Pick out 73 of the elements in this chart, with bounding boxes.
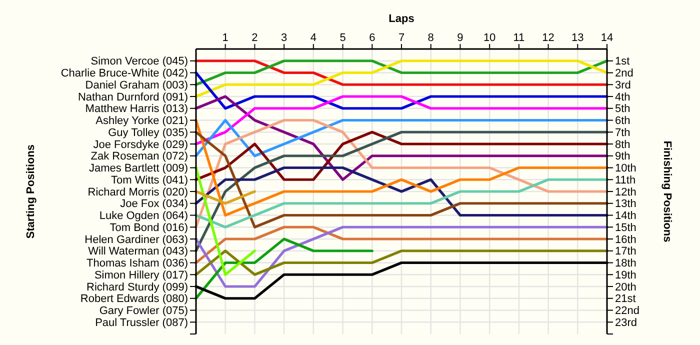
line-series [194,95,608,146]
category-label: Joe Forsdyke (029) [93,138,188,151]
y2-tick-label: 22nd [615,305,640,318]
x-tick-label: 8 [428,32,434,44]
category-label: Ashley Yorke (021) [96,115,188,128]
category-label: Luke Ogden (064) [99,210,188,222]
category-label: Will Waterman (043) [88,246,188,258]
x-tick-label: 3 [281,32,288,44]
y2-tick-label: 10th [615,162,636,175]
x-tick-label: 6 [369,32,376,44]
y2-tick-label: 15th [615,222,636,234]
category-label: Tom Bond (016) [110,222,188,234]
y2-tick-label: 17th [615,246,636,258]
category-label: Simon Hillery (017) [94,269,188,282]
y2-tick-label: 16th [615,234,636,246]
category-label: Guy Tolley (035) [108,126,188,139]
line-series [194,95,608,181]
category-label: Paul Trussler (087) [95,316,188,329]
y2-tick-label: 20th [615,281,636,294]
y2-tick-label: 7th [615,126,630,139]
y2-tick-label: 3rd [615,79,631,92]
y2-axis-title: Finishing Positions [661,140,673,242]
y2-tick-label: 13th [615,198,636,210]
category-label: Zak Roseman (072) [90,150,188,163]
category-label: Gary Fowler (075) [99,305,188,318]
y2-tick-label: 23rd [615,316,638,329]
y2-tick-label: 18th [615,258,636,270]
y2-tick-label: 14th [615,210,636,222]
x-tick-label: 12 [542,32,554,44]
line-series [194,178,608,228]
x-tick-label: 2 [252,32,258,44]
category-label: James Bartlett (009) [88,162,188,175]
y2-tick-label: 8th [615,138,630,151]
y2-tick-label: 1st [615,56,630,68]
category-label: Robert Edwards (080) [80,293,188,306]
line-series [194,166,608,217]
x-tick-label: 11 [513,32,525,44]
x-tick-label: 10 [483,32,496,44]
y2-tick-label: 6th [615,115,630,128]
category-label: Tom Witts (041) [110,174,188,186]
y2-tick-label: 5th [615,103,630,116]
line-series [194,118,608,158]
x-tick-label: 7 [398,32,405,44]
y2-tick-label: 11th [615,174,636,186]
x-tick-label: 4 [310,32,316,44]
category-label: Matthew Harris (013) [85,103,188,116]
x-tick-label: 5 [340,32,346,44]
category-label: Richard Sturdy (099) [86,281,188,294]
x-tick-label: 13 [572,32,584,44]
y2-tick-label: 21st [615,293,636,306]
category-label: Thomas Isham (036) [86,258,188,270]
line-series [194,238,374,300]
x-tick-label: 9 [457,32,464,44]
y2-tick-label: 19th [615,269,636,282]
line-series [194,226,608,288]
category-label: Joe Fox (034) [120,198,188,210]
line-series [194,130,608,252]
category-label: Helen Gardiner (063) [84,234,188,246]
category-label: Simon Vercoe (045) [90,56,188,68]
category-label: Daniel Graham (003) [85,79,188,92]
text: Starting Positions [25,144,37,239]
x-tick-label: 1 [222,32,228,44]
line-series [194,60,608,98]
category-label: Nathan Durnford (091) [78,91,188,104]
x-tick-label: 14 [600,32,614,44]
y2-tick-label: 12th [615,186,636,198]
category-label: Richard Morris (020) [88,186,188,198]
y2-tick-label: 4th [615,91,630,104]
y2-tick-label: 9th [615,150,630,163]
category-label: Charlie Bruce-White (042) [60,68,188,80]
y2-tick-label: 2nd [615,68,634,80]
line-series [194,130,608,181]
x-axis-title: Laps [388,13,414,25]
